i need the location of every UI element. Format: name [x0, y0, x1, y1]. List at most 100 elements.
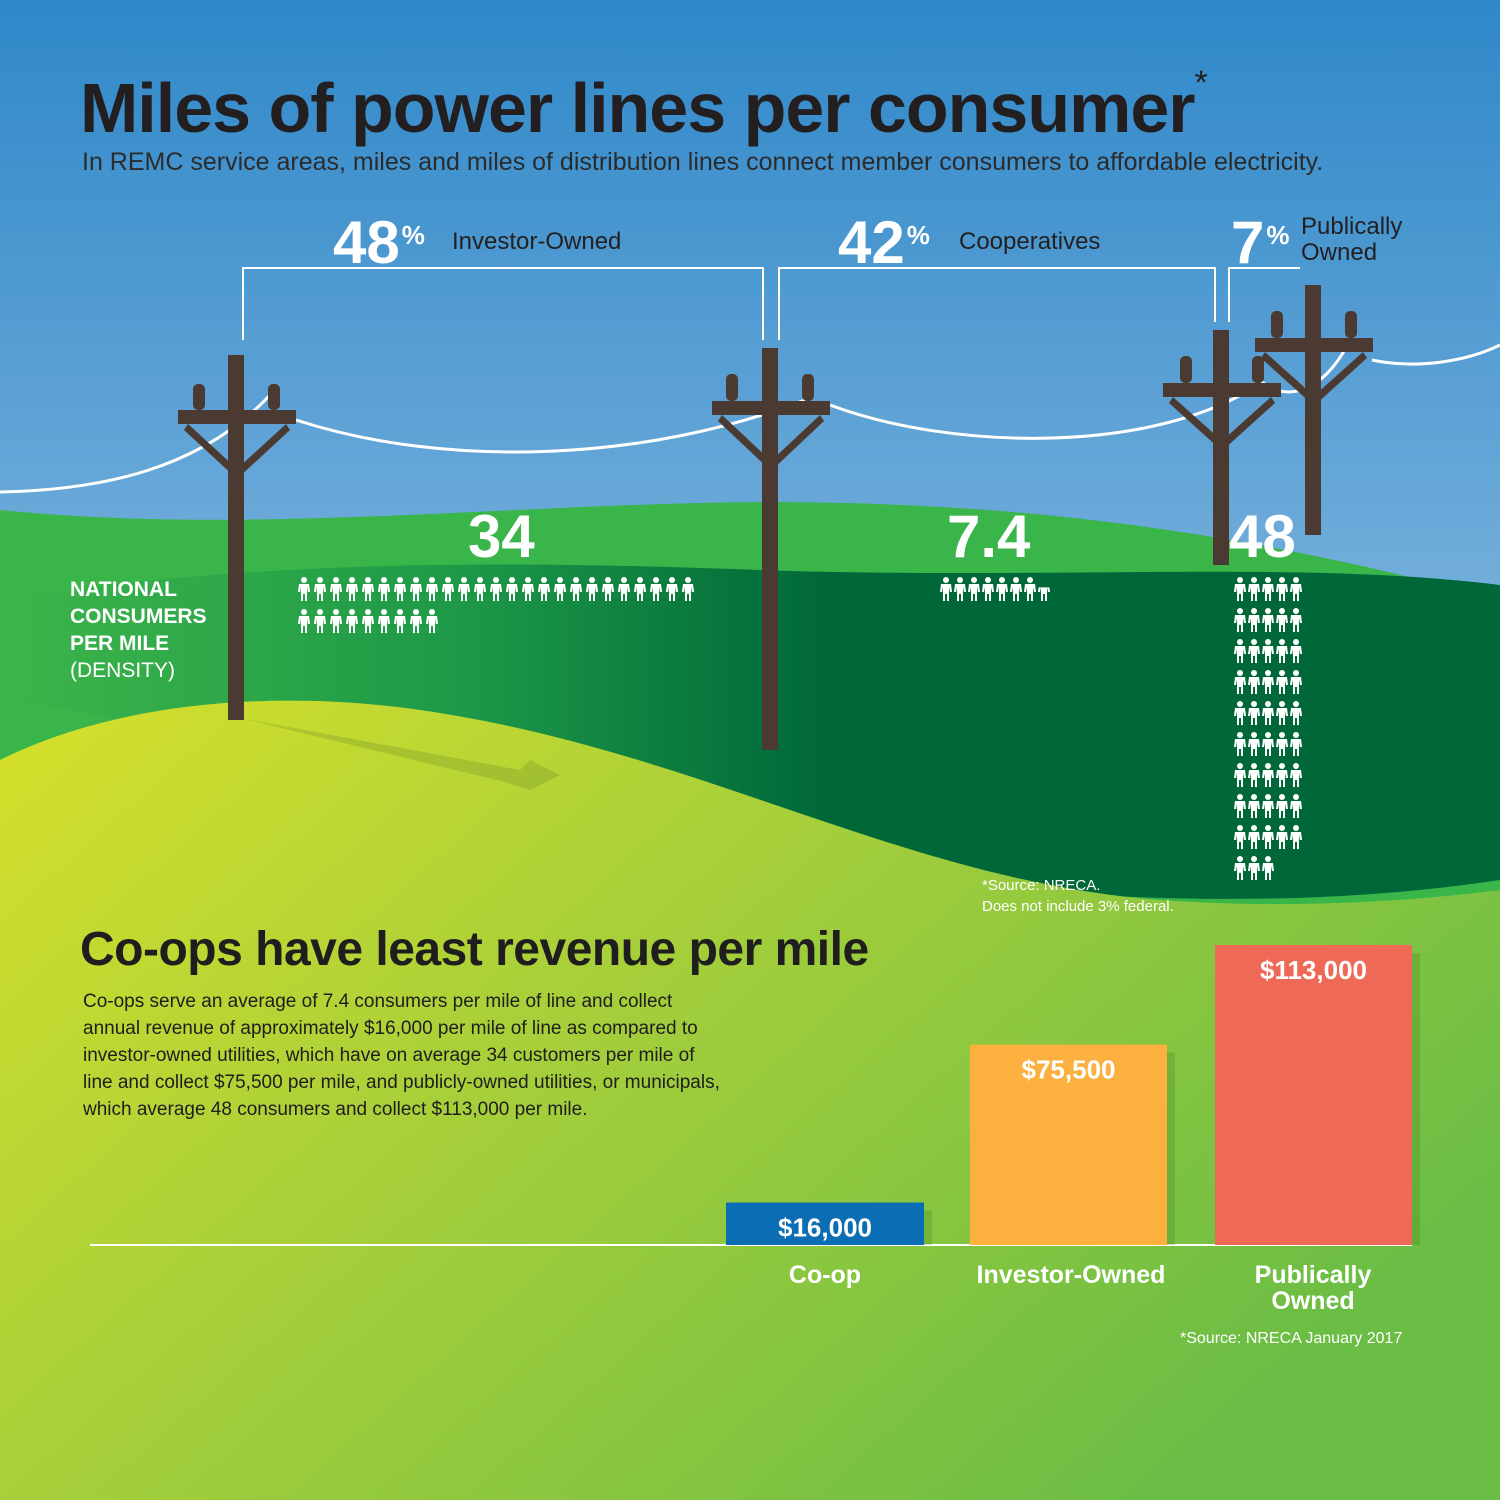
share-investor-owned-label: Investor-Owned	[452, 228, 622, 255]
person-icon	[570, 577, 582, 601]
person-icon	[1248, 608, 1260, 632]
person-icon	[666, 577, 678, 601]
title-footnote-mark: *	[1194, 64, 1208, 102]
person-icon	[1234, 608, 1246, 632]
person-icon	[330, 577, 342, 601]
person-icon	[1290, 608, 1302, 632]
person-icon	[1248, 856, 1260, 880]
person-icon	[1248, 794, 1260, 818]
bar-co-op	[726, 1202, 924, 1245]
person-icon	[1248, 763, 1260, 787]
person-icon	[522, 577, 534, 601]
person-icon	[1262, 608, 1274, 632]
person-icon	[410, 609, 422, 633]
person-icon	[650, 577, 662, 601]
person-icon	[474, 577, 486, 601]
person-icon	[1276, 763, 1288, 787]
person-icon	[1276, 577, 1288, 601]
person-icon	[1024, 577, 1036, 601]
person-icon	[1290, 825, 1302, 849]
revenue-source-note: *Source: NRECA January 2017	[1180, 1330, 1403, 1347]
density-cooperatives: 7.4	[947, 503, 1031, 570]
person-icon	[490, 577, 502, 601]
person-icon	[1262, 732, 1274, 756]
density-source-note: *Source: NRECA. Does not include 3% fede…	[982, 877, 1174, 915]
person-icon	[1276, 639, 1288, 663]
person-icon	[1290, 763, 1302, 787]
person-icon	[1248, 670, 1260, 694]
person-icon	[1290, 670, 1302, 694]
person-icon	[982, 577, 994, 601]
person-icon	[618, 577, 630, 601]
bar-publically-owned	[1215, 945, 1412, 1245]
person-icon	[1262, 670, 1274, 694]
person-icon	[1276, 701, 1288, 725]
person-icon	[1234, 639, 1246, 663]
person-icon	[458, 577, 470, 601]
person-icon	[1276, 732, 1288, 756]
person-icon	[538, 577, 550, 601]
person-icon	[1262, 701, 1274, 725]
person-icon	[1262, 577, 1274, 601]
person-icon	[1234, 856, 1246, 880]
person-icon	[1262, 639, 1274, 663]
person-icon	[1262, 763, 1274, 787]
bar-value-label: $113,000	[1260, 955, 1367, 985]
person-icon	[298, 577, 310, 601]
person-icon	[1290, 732, 1302, 756]
person-icon	[1248, 639, 1260, 663]
person-icon	[394, 609, 406, 633]
share-publically-owned: 7%	[1231, 209, 1290, 276]
page-subtitle: In REMC service areas, miles and miles o…	[82, 148, 1324, 176]
person-icon	[1010, 577, 1022, 601]
person-icon	[442, 577, 454, 601]
page-title: Miles of power lines per consumer*	[80, 64, 1208, 147]
person-icon	[378, 577, 390, 601]
share-cooperatives: 42%	[838, 209, 930, 276]
person-icon	[1234, 732, 1246, 756]
density-investor-owned: 34	[468, 503, 535, 570]
person-icon	[1248, 732, 1260, 756]
person-icon	[506, 577, 518, 601]
person-icon	[1234, 701, 1246, 725]
person-icon	[1290, 794, 1302, 818]
person-icon	[1276, 608, 1288, 632]
person-icon	[314, 577, 326, 601]
density-label: NATIONAL CONSUMERS PER MILE (DENSITY)	[70, 578, 207, 682]
person-icon	[1276, 825, 1288, 849]
person-icon	[996, 577, 1008, 601]
person-icon	[586, 577, 598, 601]
density-publically-owned: 48	[1229, 503, 1296, 570]
bar-value-label: $75,500	[1022, 1055, 1116, 1085]
person-icon	[1248, 701, 1260, 725]
revenue-description: Co-ops serve an average of 7.4 consumers…	[83, 991, 720, 1120]
person-icon	[602, 577, 614, 601]
person-icon	[1290, 577, 1302, 601]
person-icon	[1262, 825, 1274, 849]
person-icon	[410, 577, 422, 601]
person-icon	[1248, 825, 1260, 849]
person-icon	[1290, 701, 1302, 725]
person-icon	[426, 577, 438, 601]
person-icon	[968, 577, 980, 601]
person-icon	[298, 609, 310, 633]
share-cooperatives-label: Cooperatives	[959, 228, 1101, 255]
bar-category-investor-owned: Investor-Owned	[976, 1261, 1166, 1289]
person-icon	[330, 609, 342, 633]
person-icon	[940, 577, 952, 601]
bar-investor-owned	[970, 1044, 1167, 1245]
person-icon	[682, 577, 694, 601]
person-icon	[426, 609, 438, 633]
person-icon	[1276, 670, 1288, 694]
person-icon	[1262, 794, 1274, 818]
person-icon	[362, 609, 374, 633]
person-icon	[1290, 639, 1302, 663]
person-icon	[1248, 577, 1260, 601]
bar-category-publically-owned: Publically Owned	[1254, 1261, 1372, 1315]
share-investor-owned: 48%	[333, 209, 425, 276]
person-icon	[362, 577, 374, 601]
bar-value-label: $16,000	[778, 1213, 872, 1243]
person-icon	[346, 609, 358, 633]
person-icon	[314, 609, 326, 633]
